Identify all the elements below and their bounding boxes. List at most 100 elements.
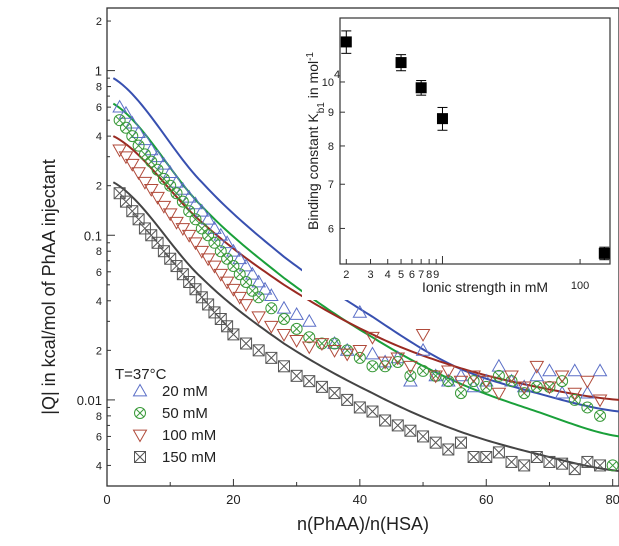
data-point [202,298,215,311]
inset-data-point [395,54,407,72]
data-point [207,260,222,274]
data-point [276,329,292,342]
main-x-tick-label: 80 [605,492,619,507]
data-point [594,409,607,422]
marker-cross [493,446,505,459]
marker-cross [292,324,301,334]
data-point [592,394,608,408]
data-point [194,203,210,217]
marker-cross [456,388,466,398]
marker-cross [176,268,189,281]
data-point [379,414,392,427]
marker-cross [115,115,124,125]
marker-cross [568,463,581,475]
data-point [189,213,202,226]
legend-label: 100 mM [162,427,216,444]
main-y-minor-label: 8 [96,411,102,423]
data-point [491,358,507,372]
marker-circle [417,364,430,377]
marker-square [202,298,215,311]
data-point [208,236,221,249]
inset-x-tick-label: 2 [343,269,349,281]
data-point [277,360,290,373]
data-point [290,322,303,335]
data-point [112,99,128,113]
marker-circle [606,459,619,472]
data-point [263,320,279,334]
data-point [251,311,267,325]
data-point [289,307,304,320]
data-point [328,337,341,350]
marker-cross [195,291,208,304]
data-point [126,205,139,218]
marker-cross [178,197,188,206]
inset-x-tick-label: 7 [418,269,424,281]
legend-title: T=37°C [115,366,167,383]
marker-square [543,455,556,468]
data-point [478,373,494,387]
data-point [454,436,467,449]
data-point [554,385,570,399]
data-point [162,165,178,179]
marker-cross [355,353,365,363]
marker-circle [303,331,316,344]
marker-cross [417,430,429,443]
inset-x-tick-label: 4 [385,269,391,281]
marker-cross [134,451,146,463]
inset-y-label-sup: -1 [305,52,316,61]
marker-cross [153,165,162,174]
marker-cross [543,456,556,468]
marker-circle [170,187,183,200]
data-point [404,369,417,382]
data-point [440,373,456,387]
main-y-minor-label: 4 [96,296,102,308]
inset-data-point [415,80,427,96]
inset-y-tick-label: 9 [328,107,334,119]
data-point [251,274,267,288]
marker-square [227,328,240,341]
marker-cross [406,371,415,381]
marker-circle [208,236,221,249]
marker-cross [203,231,213,240]
data-point [240,276,253,289]
main-y-minor-label: 8 [96,82,102,94]
data-point [466,370,481,384]
data-point [132,139,145,152]
data-point [207,220,222,234]
data-point [543,455,556,468]
marker-cross [328,387,341,399]
data-point [303,375,316,388]
inset-x-tick-label: 3 [367,269,373,281]
data-point [556,375,569,388]
data-point [352,344,368,358]
data-point [143,183,159,197]
inset-data-point [340,30,352,54]
marker-cross [172,188,181,198]
inset-marker [598,247,610,259]
main-y-tick-label: 0.1 [84,228,102,243]
marker-circle [151,163,164,176]
data-point [353,401,366,414]
inset-y-label-sub: b1 [316,102,327,114]
data-point [124,158,140,172]
data-point [289,334,304,348]
data-point [580,375,595,389]
main-x-tick-label: 0 [103,492,110,507]
marker-cross [444,376,453,386]
data-point [303,331,316,344]
data-point [454,387,467,400]
data-point [124,115,140,129]
data-point [415,329,431,342]
marker-circle [480,380,493,393]
data-point [581,455,594,468]
data-point [529,368,545,382]
data-point [169,216,184,230]
data-point [170,187,183,200]
marker-circle [214,245,227,258]
marker-cross [278,360,290,373]
data-point [492,446,505,459]
data-point [327,336,342,349]
